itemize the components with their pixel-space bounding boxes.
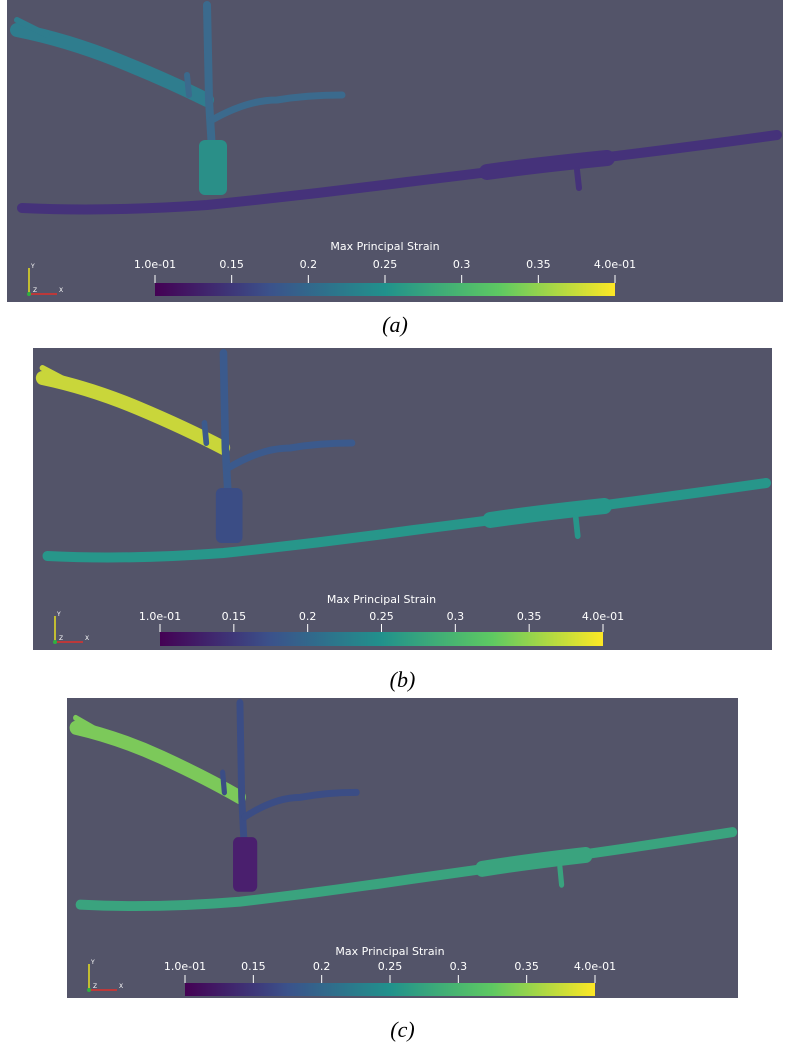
panel: Max Principal Strain 1.0e-01 0.15 0.2 0.25 0.… [7,0,783,337]
colorbar [160,632,603,646]
axis-x-label: X [59,287,63,294]
colorbar-title: Max Principal Strain [327,593,436,606]
axis-z [27,292,31,296]
colorbar-tick-label: 4.0e-01 [574,960,616,973]
axis-z [53,640,57,644]
colorbar [155,283,615,296]
colorbar [185,983,595,996]
panel: Max Principal Strain 1.0e-01 0.15 0.2 0.25 0.… [33,348,772,692]
colorbar-tick-label: 0.2 [300,258,318,271]
axis-y-label: Y [30,263,35,270]
colorbar-title: Max Principal Strain [330,240,439,253]
colorbar-tick-label: 0.15 [241,960,266,973]
axis-z-label: Z [93,983,97,990]
colorbar-tick-label: 1.0e-01 [164,960,206,973]
axis-z-label: Z [59,635,63,642]
colorbar-tick-label: 0.3 [447,610,465,623]
panels: Max Principal Strain 1.0e-01 0.15 0.2 0.25 0.… [7,0,783,1042]
axis-y-label: Y [56,611,61,618]
colorbar-tick-label: 0.2 [313,960,331,973]
axis-x-label: X [119,983,123,990]
colorbar-tick-label: 0.3 [450,960,468,973]
colorbar-tick-label: 4.0e-01 [594,258,636,271]
axis-y-label: Y [90,959,95,966]
axis-z [87,988,91,992]
colorbar-title: Max Principal Strain [335,945,444,958]
colorbar-tick-label: 0.3 [453,258,471,271]
colorbar-tick-label: 0.15 [219,258,244,271]
colorbar-tick-label: 4.0e-01 [582,610,624,623]
axis-x-label: X [85,635,89,642]
colorbar-tick-label: 1.0e-01 [134,258,176,271]
colorbar-tick-label: 0.2 [299,610,317,623]
colorbar-tick-label: 1.0e-01 [139,610,181,623]
colorbar-tick-label: 0.35 [526,258,551,271]
colorbar-tick-label: 0.25 [373,258,398,271]
colorbar-tick-label: 0.35 [514,960,539,973]
caption: (a) [382,312,408,337]
colorbar-tick-label: 0.25 [378,960,403,973]
axis-z-label: Z [33,287,37,294]
caption: (b) [390,667,416,692]
caption: (c) [390,1017,414,1042]
panel: Max Principal Strain 1.0e-01 0.15 0.2 0.25 0.… [67,698,738,1042]
colorbar-tick-label: 0.25 [369,610,394,623]
colorbar-tick-label: 0.15 [222,610,247,623]
colorbar-tick-label: 0.35 [517,610,542,623]
